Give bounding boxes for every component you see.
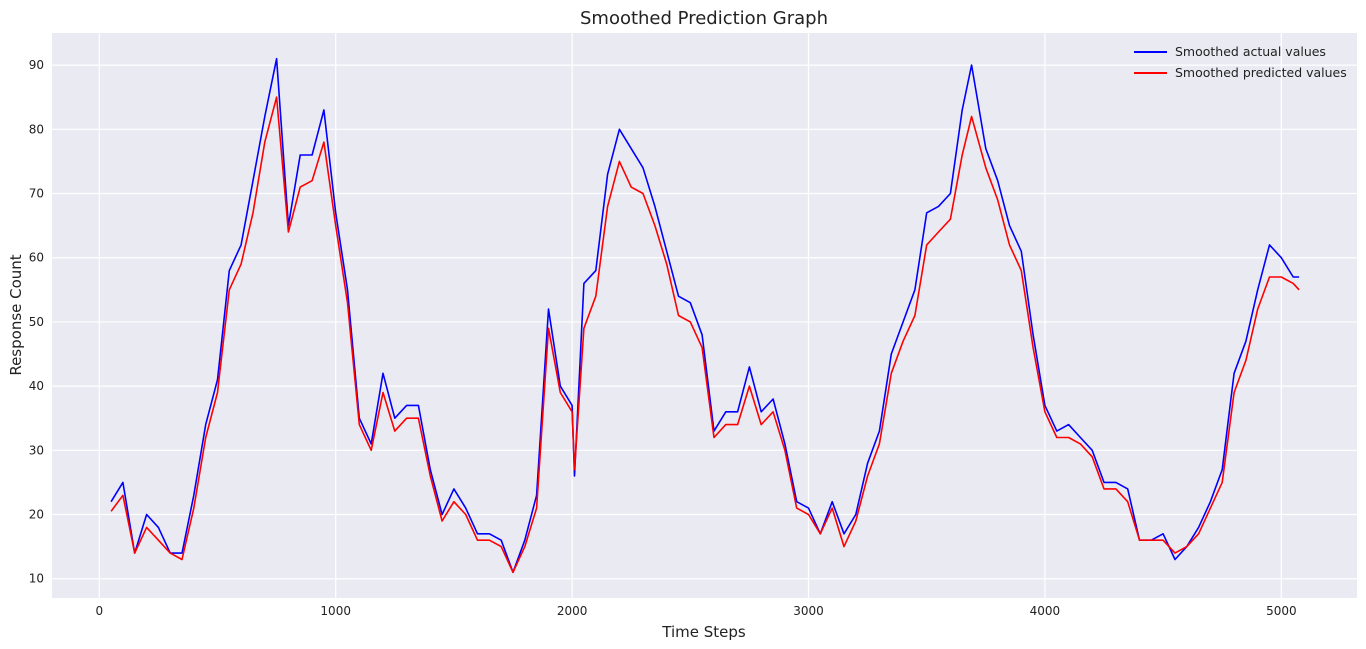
y-tick-label: 70 — [29, 187, 44, 201]
y-tick-label: 40 — [29, 379, 44, 393]
series-lines — [110, 57, 1300, 574]
legend: Smoothed actual values Smoothed predicte… — [1134, 44, 1347, 80]
plot-background — [52, 33, 1357, 598]
series-line-actual — [110, 57, 1300, 574]
y-tick-label: 30 — [29, 443, 44, 457]
x-tick-label: 0 — [95, 604, 103, 618]
y-tick-label: 20 — [29, 508, 44, 522]
x-tick-label: 2000 — [557, 604, 588, 618]
x-tick-label: 1000 — [320, 604, 351, 618]
tick-labels: 0 1000 2000 3000 4000 5000 10 20 30 40 50 60 70 80 90 — [29, 58, 1297, 618]
y-tick-label: 10 — [29, 572, 44, 586]
series-line-predicted — [110, 96, 1300, 574]
y-tick-label: 50 — [29, 315, 44, 329]
x-tick-label: 3000 — [793, 604, 824, 618]
legend-label-predicted: Smoothed predicted values — [1175, 65, 1347, 80]
y-tick-label: 60 — [29, 251, 44, 265]
grid — [52, 33, 1357, 598]
x-tick-label: 5000 — [1266, 604, 1297, 618]
legend-label-actual: Smoothed actual values — [1175, 44, 1326, 59]
x-axis-label: Time Steps — [661, 623, 746, 641]
x-tick-label: 4000 — [1030, 604, 1061, 618]
y-tick-label: 80 — [29, 122, 44, 136]
y-tick-label: 90 — [29, 58, 44, 72]
chart-title: Smoothed Prediction Graph — [580, 8, 828, 29]
y-axis-label: Response Count — [7, 254, 25, 375]
